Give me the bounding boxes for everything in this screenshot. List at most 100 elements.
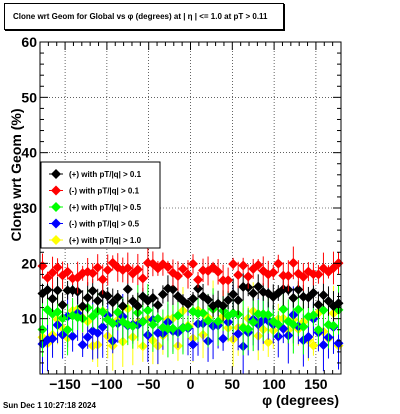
- data-point: [122, 252, 133, 284]
- data-point: [42, 280, 53, 299]
- data-point: [57, 292, 68, 318]
- x-tick-label: 100: [262, 376, 286, 392]
- legend-item: (+) with pT/|q| > 0.1: [49, 169, 142, 179]
- data-point: [182, 260, 193, 289]
- chart-title: Clone wrt Geom for Global vs φ (degrees)…: [13, 12, 268, 21]
- data-point: [127, 303, 138, 349]
- data-point: [313, 265, 324, 284]
- legend-label: (+) with pT/|q| > 0.5: [69, 203, 142, 212]
- legend-item: (+) with pT/|q| > 1.0: [49, 235, 142, 245]
- data-point: [188, 254, 199, 274]
- data-point: [273, 254, 284, 273]
- x-tick-label: −100: [91, 376, 123, 392]
- data-point: [87, 304, 98, 329]
- data-point: [137, 265, 148, 292]
- data-point: [298, 263, 309, 291]
- y-tick-label: 30: [21, 200, 37, 216]
- data-point: [147, 251, 158, 277]
- data-point: [248, 286, 259, 301]
- data-point: [308, 335, 319, 356]
- data-point: [132, 253, 143, 286]
- data-point: [77, 332, 88, 357]
- data-point: [313, 291, 324, 318]
- data-point: [253, 274, 264, 299]
- legend-item: (+) with pT/|q| > 0.5: [49, 202, 142, 212]
- data-point: [203, 256, 214, 286]
- data-point: [62, 263, 73, 280]
- data-point: [177, 263, 188, 275]
- data-point: [182, 315, 193, 339]
- data-point: [47, 285, 58, 312]
- data-point: [243, 308, 254, 351]
- data-point: [313, 314, 324, 346]
- data-point: [42, 271, 53, 284]
- legend-label: (-) with pT/|q| > 0.1: [69, 187, 140, 196]
- legend-marker: [51, 185, 61, 196]
- data-point: [318, 252, 329, 284]
- data-point: [132, 292, 143, 320]
- data-point: [188, 328, 199, 362]
- x-tick-label: 150: [304, 376, 328, 392]
- timestamp: Sun Dec 1 10:27:18 2024: [3, 401, 96, 410]
- legend: (+) with pT/|q| > 0.1 (-) with pT/|q| > 0…: [40, 161, 161, 249]
- data-point: [213, 259, 224, 285]
- data-point: [182, 298, 193, 311]
- legend-marker: [51, 218, 61, 229]
- data-point: [233, 261, 244, 289]
- y-tick-label: 60: [21, 34, 37, 50]
- data-point: [92, 288, 103, 313]
- data-point: [248, 293, 259, 352]
- y-axis-title: Clone wrt Geom (%): [8, 108, 24, 241]
- legend-marker: [51, 202, 61, 212]
- data-point: [52, 277, 63, 304]
- data-point: [142, 284, 153, 337]
- data-point: [288, 246, 299, 280]
- data-point: [82, 282, 93, 314]
- x-tick-label: 0: [187, 376, 195, 392]
- tick-layer: −150 −100 −50 0 50 100 150 10 20 30 40 50 60: [21, 34, 342, 392]
- data-point: [243, 264, 254, 289]
- data-point: [323, 286, 334, 316]
- x-tick-label: −150: [49, 376, 81, 392]
- legend-box: [40, 161, 161, 249]
- legend-label: (+) with pT/|q| > 0.1: [69, 170, 142, 179]
- data-point: [167, 302, 178, 354]
- data-point: [152, 297, 163, 313]
- y-tick-label: 10: [21, 311, 37, 327]
- data-point: [162, 260, 173, 274]
- data-point: [172, 261, 183, 291]
- data-point: [87, 263, 98, 284]
- x-axis-title: φ (degrees): [262, 392, 339, 408]
- data-point: [188, 291, 199, 306]
- data-point: [117, 298, 128, 314]
- data-point: [288, 288, 299, 308]
- data-point: [193, 271, 204, 288]
- y-tick-label: 20: [21, 255, 37, 271]
- data-point: [62, 304, 73, 356]
- legend-label: (+) with pT/|q| > 1.0: [69, 236, 142, 245]
- legend-marker: [51, 169, 61, 179]
- data-point: [102, 254, 113, 286]
- data-point: [268, 264, 279, 280]
- data-layer: [37, 246, 344, 374]
- data-point: [318, 283, 329, 307]
- legend-item: (-) with pT/|q| > 0.1: [49, 185, 140, 196]
- y-tick-label: 40: [21, 145, 37, 161]
- legend-label: (-) with pT/|q| > 0.5: [69, 220, 140, 229]
- data-point: [248, 258, 259, 279]
- legend-marker: [51, 235, 61, 245]
- x-tick-label: 50: [225, 376, 241, 392]
- data-point: [97, 264, 108, 295]
- data-point: [147, 288, 158, 307]
- data-point: [203, 294, 214, 306]
- data-point: [52, 258, 63, 277]
- data-point: [92, 254, 103, 281]
- data-point: [238, 257, 249, 274]
- data-point: [112, 290, 123, 305]
- data-point: [228, 257, 239, 271]
- data-point: [107, 288, 118, 317]
- legend-item: (-) with pT/|q| > 0.5: [49, 218, 140, 229]
- title-box: Clone wrt Geom for Global vs φ (degrees)…: [4, 3, 284, 30]
- data-point: [283, 260, 294, 292]
